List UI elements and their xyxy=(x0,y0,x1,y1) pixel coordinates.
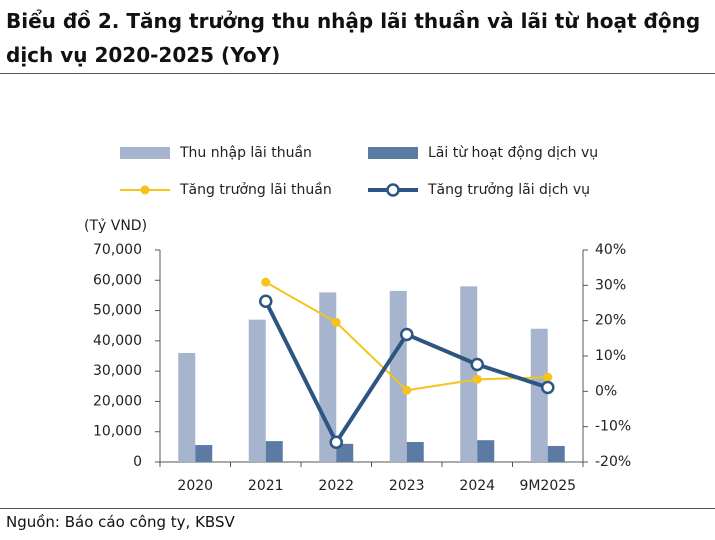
x-tick-label: 9M2025 xyxy=(519,478,576,494)
bar xyxy=(406,442,424,462)
y-tick-label: 10,000 xyxy=(93,424,142,440)
x-tick-label: 2024 xyxy=(459,478,495,494)
x-tick-label: 2022 xyxy=(318,478,354,494)
legend-label: Tăng trưởng lãi dịch vụ xyxy=(427,182,590,198)
marker xyxy=(261,277,271,287)
y2-tick-label: 10% xyxy=(595,348,626,364)
y-tick-label: 50,000 xyxy=(93,303,142,319)
x-tick-label: 2023 xyxy=(389,478,425,494)
legend-label: Lãi từ hoạt động dịch vụ xyxy=(428,145,598,161)
y-tick-label: 0 xyxy=(133,454,142,470)
source-rule xyxy=(0,508,715,509)
bar xyxy=(477,440,495,462)
y2-tick-label: 40% xyxy=(595,242,626,258)
y2-tick-label: 30% xyxy=(595,277,626,293)
marker xyxy=(402,385,412,395)
bar xyxy=(178,352,196,462)
bar xyxy=(460,286,478,462)
source: Nguồn: Báo cáo công ty, KBSV xyxy=(6,513,235,531)
bar xyxy=(195,445,213,462)
legend-swatch xyxy=(368,147,418,159)
x-tick-label: 2021 xyxy=(248,478,284,494)
y-tick-label: 60,000 xyxy=(93,272,142,288)
y-tick-label: 20,000 xyxy=(93,393,142,409)
legend-marker xyxy=(140,185,150,195)
marker xyxy=(541,380,555,395)
y-tick-label: 30,000 xyxy=(93,363,142,379)
bar xyxy=(336,443,354,462)
y2-tick-label: -20% xyxy=(595,454,631,470)
legend-swatch xyxy=(120,147,170,159)
marker xyxy=(472,374,482,384)
marker xyxy=(259,294,273,308)
bar xyxy=(530,328,548,462)
marker xyxy=(470,357,484,372)
chart: (Tỷ VND) 0 10,000 20,000 30,000 40,000 50,000… xyxy=(84,145,631,494)
x-tick-label: 2020 xyxy=(177,478,213,494)
y-tick-label: 40,000 xyxy=(93,333,142,349)
legend-label: Tăng trưởng lãi thuần xyxy=(179,182,332,198)
bar xyxy=(547,445,565,462)
bar xyxy=(265,441,283,462)
chart-title: Biểu đồ 2. Tăng trưởng thu nhập lãi thuầ… xyxy=(6,9,701,67)
y-tick-label: 70,000 xyxy=(93,242,142,258)
title-rule xyxy=(0,73,715,74)
y-axis-label: (Tỷ VND) xyxy=(84,218,147,234)
marker xyxy=(329,435,343,449)
legend-label: Thu nhập lãi thuần xyxy=(179,145,312,161)
bar xyxy=(248,319,266,462)
legend-marker xyxy=(386,183,400,197)
y2-tick-label: -10% xyxy=(595,419,631,435)
marker xyxy=(400,327,414,342)
marker xyxy=(543,372,553,382)
y2-tick-label: 0% xyxy=(595,383,617,399)
marker xyxy=(331,317,341,327)
y2-tick-label: 20% xyxy=(595,313,626,329)
